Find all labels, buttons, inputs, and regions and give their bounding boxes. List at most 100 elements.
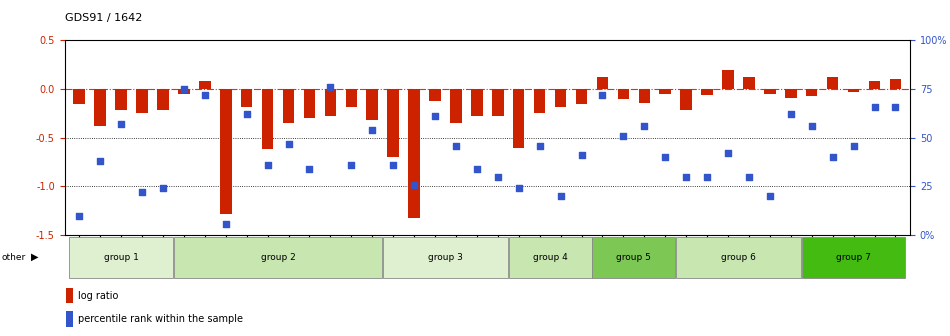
Point: [678, 174, 694, 179]
Point: [825, 155, 840, 160]
Point: [888, 104, 903, 109]
Text: percentile rank within the sample: percentile rank within the sample: [78, 314, 243, 324]
Text: group 1: group 1: [104, 253, 139, 261]
Point: [323, 84, 338, 90]
Point: [553, 194, 568, 199]
Bar: [262, 89, 274, 150]
Text: group 4: group 4: [533, 253, 567, 261]
Point: [846, 143, 862, 148]
Bar: [868, 81, 881, 89]
Bar: [346, 89, 357, 107]
Bar: [890, 79, 902, 89]
Point: [113, 121, 128, 127]
Bar: [701, 89, 712, 95]
Point: [616, 133, 631, 138]
Bar: [492, 89, 504, 116]
Point: [762, 194, 777, 199]
Bar: [659, 89, 671, 94]
Point: [720, 151, 735, 156]
Bar: [806, 89, 818, 96]
Text: ▶: ▶: [31, 252, 39, 262]
Bar: [383, 237, 508, 278]
Bar: [304, 89, 315, 118]
Point: [135, 190, 150, 195]
Point: [344, 162, 359, 168]
Bar: [743, 77, 754, 89]
Point: [574, 153, 589, 158]
Bar: [179, 89, 190, 94]
Bar: [66, 311, 73, 327]
Point: [428, 114, 443, 119]
Point: [636, 123, 652, 129]
Point: [386, 162, 401, 168]
Point: [532, 143, 547, 148]
Point: [511, 186, 526, 191]
Point: [490, 174, 505, 179]
Bar: [722, 70, 733, 89]
Bar: [73, 89, 85, 103]
Point: [867, 104, 883, 109]
Point: [260, 162, 276, 168]
Bar: [802, 237, 905, 278]
Point: [92, 159, 107, 164]
Text: other: other: [2, 253, 27, 261]
Point: [239, 112, 255, 117]
Point: [177, 86, 192, 92]
Bar: [826, 77, 839, 89]
Bar: [576, 89, 587, 103]
Bar: [618, 89, 629, 99]
Point: [281, 141, 296, 146]
Point: [804, 123, 819, 129]
Point: [218, 221, 234, 226]
Bar: [450, 89, 462, 123]
Text: group 6: group 6: [721, 253, 756, 261]
Point: [657, 155, 673, 160]
Bar: [367, 89, 378, 120]
Bar: [785, 89, 796, 98]
Bar: [115, 89, 127, 111]
Point: [783, 112, 798, 117]
Bar: [534, 89, 545, 114]
Bar: [513, 89, 524, 148]
Bar: [157, 89, 169, 111]
Bar: [638, 89, 650, 103]
Text: group 2: group 2: [260, 253, 295, 261]
Bar: [429, 89, 441, 101]
Point: [71, 213, 86, 218]
Point: [198, 92, 213, 97]
Text: group 3: group 3: [428, 253, 463, 261]
Text: group 5: group 5: [617, 253, 652, 261]
Text: group 7: group 7: [836, 253, 871, 261]
Point: [302, 166, 317, 172]
Point: [407, 182, 422, 187]
Text: log ratio: log ratio: [78, 291, 119, 301]
Bar: [174, 237, 382, 278]
Bar: [69, 237, 173, 278]
Bar: [676, 237, 801, 278]
Point: [365, 127, 380, 133]
Text: GDS91 / 1642: GDS91 / 1642: [65, 13, 142, 24]
Bar: [408, 89, 420, 218]
Bar: [508, 237, 592, 278]
Bar: [94, 89, 106, 126]
Point: [699, 174, 714, 179]
Bar: [471, 89, 483, 116]
Point: [448, 143, 464, 148]
Bar: [847, 89, 860, 92]
Bar: [555, 89, 566, 107]
Point: [595, 92, 610, 97]
Bar: [66, 288, 73, 303]
Bar: [388, 89, 399, 157]
Point: [156, 186, 171, 191]
Bar: [283, 89, 294, 123]
Bar: [241, 89, 253, 107]
Bar: [220, 89, 232, 214]
Bar: [764, 89, 775, 94]
Point: [741, 174, 756, 179]
Point: [469, 166, 484, 172]
Bar: [593, 237, 675, 278]
Bar: [200, 81, 211, 89]
Bar: [680, 89, 692, 111]
Bar: [597, 77, 608, 89]
Bar: [136, 89, 148, 114]
